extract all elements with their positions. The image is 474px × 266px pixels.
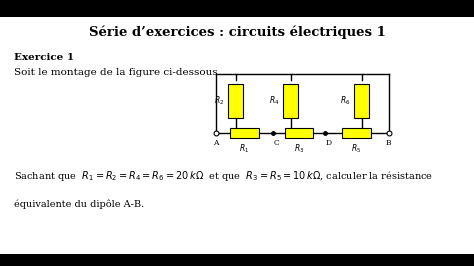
Bar xyxy=(342,128,371,138)
Text: Soit le montage de la figure ci-dessous.: Soit le montage de la figure ci-dessous. xyxy=(14,68,221,77)
Bar xyxy=(228,84,243,118)
Bar xyxy=(285,128,313,138)
Bar xyxy=(0,0,474,17)
Text: $R_2$: $R_2$ xyxy=(214,95,224,107)
Text: Série d’exercices : circuits électriques 1: Série d’exercices : circuits électriques… xyxy=(89,25,385,39)
Text: $R_5$: $R_5$ xyxy=(351,142,362,155)
Bar xyxy=(354,84,369,118)
Text: Sachant que  $R_1 = R_2 = R_4 = R_6 = 20\,k\Omega$  et que  $R_3 = R_5 = 10\,k\O: Sachant que $R_1 = R_2 = R_4 = R_6 = 20\… xyxy=(14,169,433,183)
Bar xyxy=(230,128,259,138)
Text: B: B xyxy=(386,139,392,147)
Text: $R_1$: $R_1$ xyxy=(239,142,250,155)
Bar xyxy=(283,84,298,118)
Text: $R_3$: $R_3$ xyxy=(294,142,304,155)
Text: A: A xyxy=(213,139,219,147)
Text: équivalente du dipôle A-B.: équivalente du dipôle A-B. xyxy=(14,200,145,209)
Text: C: C xyxy=(273,139,279,147)
Text: $R_4$: $R_4$ xyxy=(269,95,279,107)
Text: Exercice 1: Exercice 1 xyxy=(14,53,74,62)
Text: $R_6$: $R_6$ xyxy=(340,95,350,107)
Text: D: D xyxy=(326,139,331,147)
Bar xyxy=(0,254,474,266)
